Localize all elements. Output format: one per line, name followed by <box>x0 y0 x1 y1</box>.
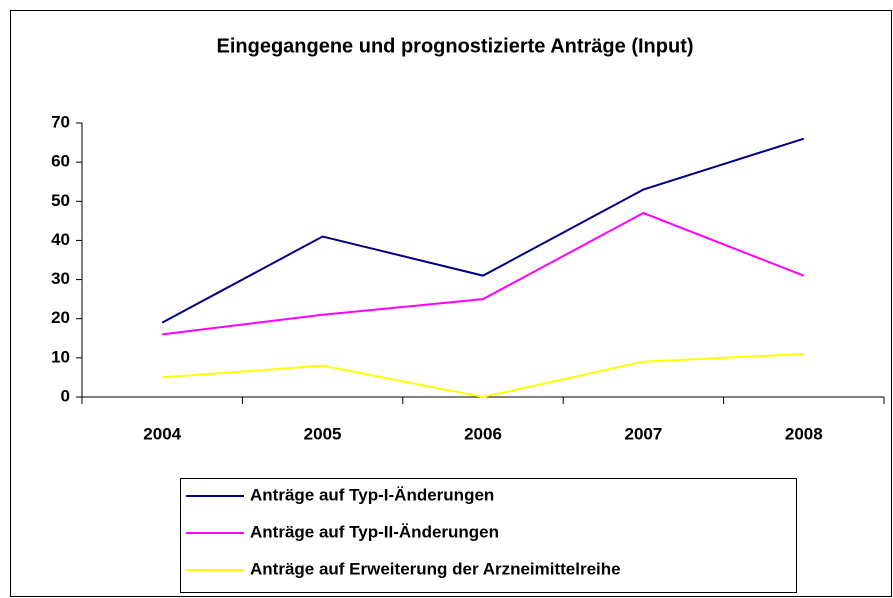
x-tick-label: 2006 <box>464 424 502 443</box>
y-tick-label: 40 <box>51 230 70 249</box>
series-line <box>161 137 805 324</box>
x-tick-label: 2008 <box>785 424 823 443</box>
y-tick-label: 50 <box>51 191 70 210</box>
legend-box <box>180 478 797 593</box>
y-tick-label: 0 <box>61 386 70 405</box>
legend-label: Anträge auf Typ-I-Änderungen <box>250 485 494 504</box>
series-line <box>162 352 804 399</box>
x-tick-label: 2007 <box>624 424 662 443</box>
x-tick-label: 2004 <box>143 424 181 443</box>
y-tick-label: 60 <box>51 152 70 171</box>
y-tick-label: 20 <box>51 308 70 327</box>
chart-title: Eingegangene und prognostizierte Anträge… <box>216 35 693 57</box>
legend-label: Anträge auf Erweiterung der Arzneimittel… <box>250 559 621 578</box>
legend-label: Anträge auf Typ-II-Änderungen <box>250 522 499 541</box>
y-tick-label: 30 <box>51 269 70 288</box>
series-line <box>162 211 805 336</box>
y-tick-label: 10 <box>51 347 70 366</box>
x-tick-label: 2005 <box>304 424 342 443</box>
y-tick-label: 70 <box>51 112 70 131</box>
